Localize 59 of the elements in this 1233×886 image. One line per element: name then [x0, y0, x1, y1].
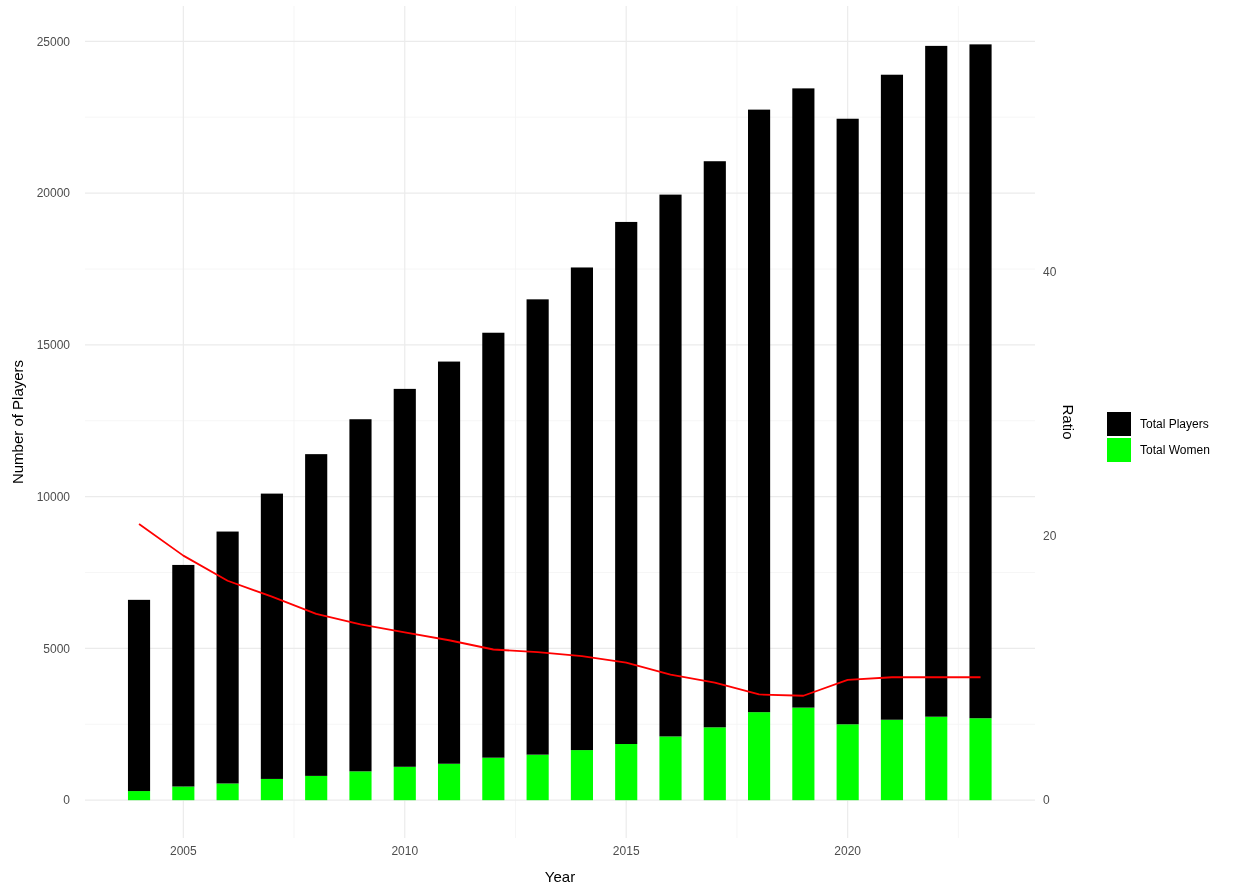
bar [349, 771, 372, 801]
bar [659, 736, 682, 801]
y-tick-label: 5000 [43, 641, 71, 656]
bar [127, 791, 151, 801]
bar [216, 783, 239, 801]
bar [836, 118, 859, 725]
bar [570, 267, 593, 751]
x-tick-label: 2010 [391, 844, 419, 858]
x-tick-label: 2020 [834, 844, 862, 858]
bar [260, 778, 283, 801]
line-series [138, 523, 982, 697]
bar [216, 531, 239, 784]
y2-tick-label: 40 [1043, 264, 1057, 279]
bar [880, 719, 904, 801]
bar [305, 454, 328, 776]
bar [748, 712, 771, 801]
bar [703, 161, 726, 728]
legend-label: Total Players [1140, 417, 1209, 432]
bar [836, 724, 859, 801]
bar [925, 45, 948, 717]
y2-tick-label: 20 [1043, 529, 1057, 544]
y-tick-label: 20000 [36, 186, 71, 201]
bar [305, 775, 328, 801]
bar [703, 727, 726, 801]
bar [880, 74, 904, 720]
y-tick-label: 10000 [36, 489, 71, 504]
bar [792, 707, 815, 801]
y-tick-label: 0 [63, 793, 71, 808]
legend-label: Total Women [1140, 443, 1210, 458]
y2-tick-label: 0 [1043, 793, 1050, 808]
bar [969, 718, 992, 801]
x-tick-label: 2005 [169, 844, 197, 858]
y-tick-label: 15000 [36, 338, 71, 353]
bar [172, 786, 195, 801]
bar [482, 757, 505, 801]
bar [437, 361, 461, 764]
y-axis-title: Number of Players [9, 359, 26, 485]
bar [127, 599, 151, 792]
bar [792, 88, 815, 708]
x-tick-label: 2015 [612, 844, 640, 858]
bar [526, 299, 549, 755]
bar [393, 766, 416, 801]
bar [659, 194, 682, 737]
bar [925, 716, 948, 801]
bar [615, 221, 638, 745]
bar [393, 388, 416, 767]
bar [437, 763, 461, 801]
bar [172, 564, 195, 787]
bar [748, 109, 771, 713]
bar [482, 332, 505, 758]
y-tick-label: 25000 [36, 34, 71, 49]
bar [615, 744, 638, 801]
bar [526, 754, 549, 801]
bar [349, 419, 372, 772]
bar [969, 44, 992, 719]
y2-axis-title: Ratio [1060, 404, 1077, 440]
bar [260, 493, 283, 779]
x-axis-title: Year [544, 868, 576, 885]
bar [570, 750, 593, 801]
